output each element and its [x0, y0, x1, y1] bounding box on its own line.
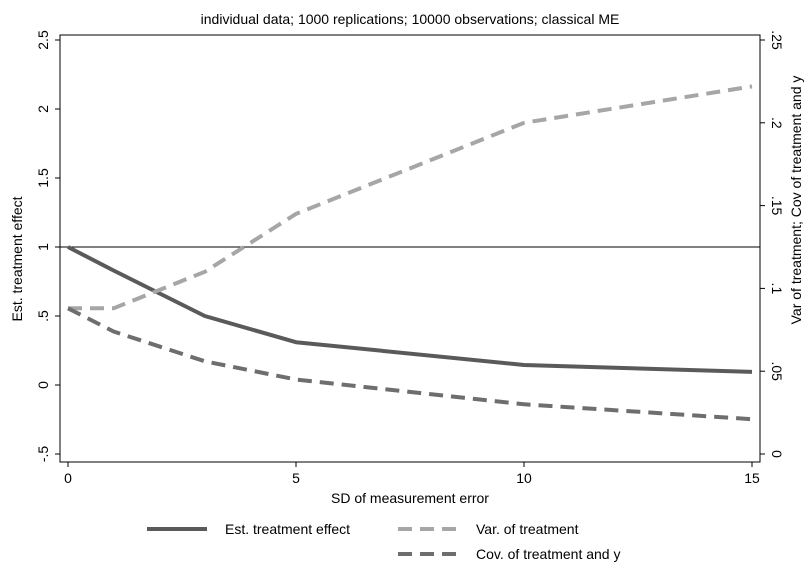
series-line-1 — [68, 84, 753, 311]
x-tick-label-3: 15 — [744, 470, 760, 486]
y-left-tick-label-5: 2 — [35, 105, 51, 113]
y-left-tick-label-6: 2.5 — [35, 30, 51, 50]
x-tick-label-0: 0 — [64, 470, 72, 486]
plot-border — [59, 34, 761, 463]
y-right-tick-label-4: .2 — [769, 117, 785, 129]
y-left-tick-label-3: 1 — [35, 243, 51, 251]
y-left-tick-label-0: -.5 — [35, 446, 51, 463]
legend-label-2: Cov. of treatment and y — [476, 546, 620, 562]
x-tick-label-1: 5 — [292, 470, 300, 486]
y-right-tick-label-3: .15 — [769, 196, 785, 216]
y-left-tick-label-4: 1.5 — [35, 168, 51, 188]
series-layer — [67, 84, 753, 422]
legend-label-0: Est. treatment effect — [225, 521, 350, 537]
axes-layer: 0 5 10 15 -.5 0 .5 1 1.5 2 2.5 0 .05 .1 .15 .2 .25 — [35, 30, 785, 486]
x-tick-label-2: 10 — [516, 470, 532, 486]
legend: Est. treatment effect Var. of treatment Co… — [147, 521, 620, 562]
y-axis-left-label: Est. treatment effect — [9, 196, 25, 321]
series-line-2 — [67, 306, 753, 422]
plot-area — [59, 34, 761, 463]
legend-label-1: Var. of treatment — [476, 521, 579, 537]
y-right-tick-label-0: 0 — [769, 450, 785, 458]
y-right-tick-label-1: .05 — [769, 361, 785, 381]
chart-title: individual data; 1000 replications; 1000… — [201, 11, 620, 27]
y-axis-right-label: Var of treatment; Cov of treatment and y — [788, 76, 804, 325]
y-right-tick-label-2: .1 — [769, 283, 785, 295]
x-axis-label: SD of measurement error — [331, 490, 489, 506]
y-left-tick-label-1: 0 — [35, 381, 51, 389]
y-right-tick-label-5: .25 — [769, 30, 785, 50]
y-left-tick-label-2: .5 — [35, 310, 51, 322]
series-line-0 — [67, 245, 753, 374]
